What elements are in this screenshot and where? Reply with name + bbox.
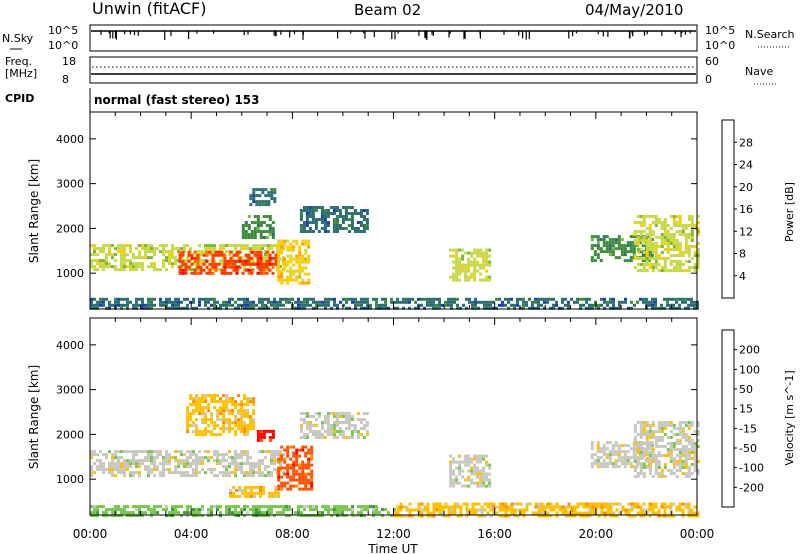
nsearch-label: N.Search xyxy=(745,28,795,41)
noise-tick-bottom-right: 10^0 xyxy=(705,39,735,52)
power-data xyxy=(90,188,700,310)
nsky-label: N.Sky xyxy=(2,32,34,45)
data-region xyxy=(277,445,314,491)
x-axis-labels: 00:00 04:00 08:00 12:00 16:00 20:00 00:00 xyxy=(73,527,715,541)
noise-strip: N.Sky 10^5 10^0 10^5 10^0 N.Search xyxy=(2,24,795,52)
x-tick-label: 20:00 xyxy=(579,527,614,541)
nave-tick-bottom: 0 xyxy=(705,73,712,86)
y-tick-label: 3000 xyxy=(56,384,84,397)
x-tick-label: 00:00 xyxy=(680,527,715,541)
colorbar-tick-label: 20 xyxy=(739,181,753,194)
data-region xyxy=(229,485,281,498)
x-tick-label: 04:00 xyxy=(174,527,209,541)
x-tick-label: 00:00 xyxy=(73,527,108,541)
cpid-label: CPID xyxy=(5,92,34,105)
y-tick-label: 4000 xyxy=(56,339,84,352)
data-region xyxy=(186,394,256,437)
data-region xyxy=(256,429,275,442)
velocity-panel: 1000 2000 3000 4000 xyxy=(56,317,700,518)
nave-label: Nave xyxy=(745,65,773,78)
noise-tick-top-right: 10^5 xyxy=(705,24,735,37)
freq-strip: Freq. [MHz] 18 8 60 0 Nave xyxy=(5,55,776,86)
y-tick-label: 2000 xyxy=(56,428,84,441)
data-region xyxy=(449,248,492,282)
y-tick-label: 1000 xyxy=(56,473,84,486)
data-region xyxy=(90,450,285,478)
x-tick-label: 08:00 xyxy=(275,527,310,541)
y-tick-label: 3000 xyxy=(56,178,84,191)
power-ylabel: Slant Range [km] xyxy=(27,159,41,263)
colorbar-tick-label: -200 xyxy=(739,481,764,494)
nave-tick-top: 60 xyxy=(705,55,719,68)
colorbar-tick-label: 24 xyxy=(739,159,753,172)
data-region xyxy=(241,215,275,239)
y-tick-label: 4000 xyxy=(56,133,84,146)
nsky-spikes xyxy=(100,31,691,40)
colorbar-tick-label: 12 xyxy=(739,225,753,238)
data-region xyxy=(633,215,700,272)
data-region xyxy=(299,412,369,439)
data-region xyxy=(249,188,277,207)
freq-tick-bottom: 8 xyxy=(62,73,69,86)
colorbar-tick-label: 16 xyxy=(739,203,753,216)
freq-label: Freq. xyxy=(5,55,32,68)
colorbar-tick-label: -50 xyxy=(739,442,757,455)
noise-tick-top-left: 10^5 xyxy=(48,24,78,37)
cpid-text: normal (fast stereo) 153 xyxy=(94,93,260,107)
colorbar-tick-label: 200 xyxy=(739,344,760,357)
velocity-ylabel: Slant Range [km] xyxy=(27,365,41,469)
x-tick-label: 12:00 xyxy=(376,527,411,541)
x-axis-label: Time UT xyxy=(367,542,418,554)
colorbar-tick-label: 15 xyxy=(739,403,753,416)
colorbar-tick-label: 8 xyxy=(739,248,746,261)
colorbar-tick-label: 50 xyxy=(739,383,753,396)
colorbar-frame xyxy=(721,119,735,299)
y-tick-label: 2000 xyxy=(56,222,84,235)
data-region xyxy=(90,297,699,310)
velocity-colorbar: 200 100 50 15 -15 -50 -100 -200 Velocity [m s^-1… xyxy=(721,329,796,508)
power-colorbar: 28 24 20 16 12 8 4 Power [dB] xyxy=(721,119,796,299)
station-title: Unwin (fitACF) xyxy=(92,0,206,18)
velocity-ticks: 1000 2000 3000 4000 xyxy=(56,318,698,515)
colorbar-tick-label: -15 xyxy=(739,422,757,435)
colorbar-tick-label: 4 xyxy=(739,270,746,283)
data-region xyxy=(449,454,492,488)
date-title: 04/May/2010 xyxy=(585,1,683,19)
freq-unit-label: [MHz] xyxy=(5,67,37,80)
x-tick-label: 16:00 xyxy=(477,527,512,541)
colorbar-tick-label: 28 xyxy=(739,136,753,149)
power-ticks: 1000 2000 3000 4000 xyxy=(56,112,698,309)
velocity-frame xyxy=(89,317,698,516)
velocity-data xyxy=(90,394,700,518)
colorbar-label: Velocity [m s^-1] xyxy=(783,370,796,465)
y-tick-label: 1000 xyxy=(56,267,84,280)
data-region xyxy=(633,421,700,478)
cpid-strip: CPID normal (fast stereo) 153 xyxy=(5,88,260,112)
data-region xyxy=(277,239,311,285)
beam-title: Beam 02 xyxy=(354,1,421,19)
colorbar-tick-label: -100 xyxy=(739,462,764,475)
freq-tick-top: 18 xyxy=(62,55,76,68)
colorbar-label: Power [dB] xyxy=(783,182,796,242)
noise-tick-bottom-left: 10^0 xyxy=(48,39,78,52)
data-region xyxy=(178,250,278,275)
power-panel: 1000 2000 3000 4000 xyxy=(56,111,700,310)
power-frame xyxy=(89,111,698,310)
data-region xyxy=(299,206,369,233)
colorbar-frame xyxy=(721,329,735,508)
colorbar-tick-label: 100 xyxy=(739,363,760,376)
